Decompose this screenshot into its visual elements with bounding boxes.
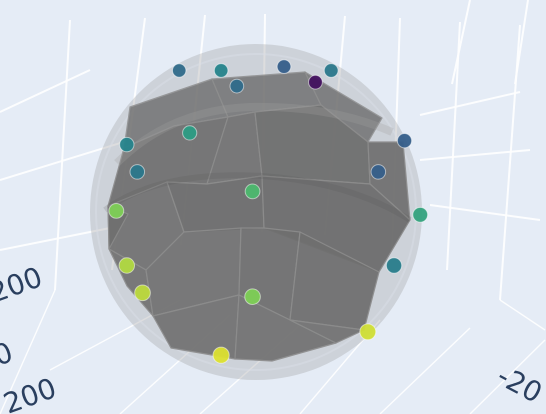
mesh-layer (103, 71, 412, 362)
scatter-point[interactable] (118, 257, 136, 274)
grid-line (0, 139, 131, 181)
scatter-point[interactable] (171, 63, 187, 78)
points-layer (108, 59, 429, 364)
scatter-point[interactable] (119, 136, 135, 153)
scatter-point[interactable] (412, 206, 429, 223)
mesh-shadow (103, 172, 412, 223)
scatter-point[interactable] (276, 59, 292, 74)
grid-line (379, 327, 471, 414)
scatter-point[interactable] (212, 346, 230, 364)
scatter-point[interactable] (229, 78, 245, 94)
scatter-point[interactable] (213, 63, 229, 78)
scatter-point[interactable] (308, 74, 323, 90)
grid-line (0, 69, 91, 113)
scatter-point[interactable] (396, 133, 413, 149)
grid-line (419, 149, 531, 161)
mesh-highlight (114, 102, 394, 166)
scatter-point[interactable] (370, 164, 387, 180)
mesh-patch (261, 175, 411, 273)
scatter-point[interactable] (244, 183, 261, 200)
scatter-point[interactable] (182, 125, 198, 141)
scatter-point[interactable] (359, 323, 377, 341)
grid-line (469, 339, 546, 414)
grid-line (0, 289, 56, 414)
mesh-patch (234, 294, 337, 362)
grid-line (54, 19, 71, 291)
grid-line (514, 0, 529, 85)
grid-line (499, 299, 546, 331)
scatter-point[interactable] (323, 63, 339, 78)
grid-line (429, 204, 541, 221)
grid-line (0, 224, 126, 251)
scatter-point[interactable] (108, 202, 125, 219)
grid-line (451, 0, 471, 85)
mesh-patch (289, 319, 365, 344)
grid-line (446, 21, 461, 271)
scatter-point[interactable] (244, 288, 261, 306)
scatter-point[interactable] (129, 164, 146, 180)
scatter-point[interactable] (134, 284, 151, 302)
scatter-point[interactable] (385, 257, 403, 274)
grid-line (419, 91, 521, 116)
